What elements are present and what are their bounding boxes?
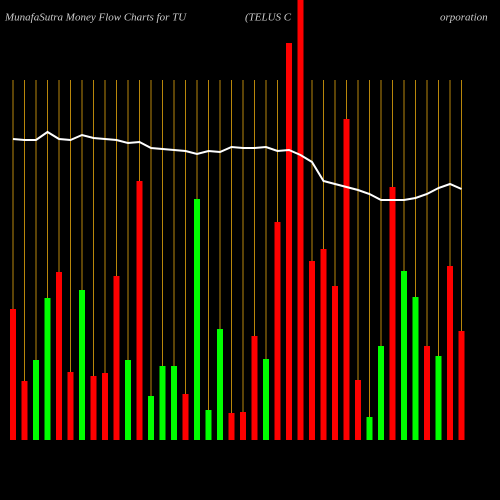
bar <box>171 366 177 440</box>
bar <box>44 298 51 440</box>
bar <box>412 297 419 440</box>
bar <box>33 360 39 440</box>
bar <box>182 394 189 440</box>
bar <box>332 286 338 440</box>
bar <box>125 360 131 440</box>
bar <box>113 276 120 440</box>
bar <box>378 346 384 440</box>
bar <box>343 119 350 440</box>
bar <box>297 0 304 440</box>
chart-title: MunafaSutra Money Flow Charts for TU <box>4 12 187 24</box>
bar <box>389 187 396 440</box>
bar <box>355 380 361 440</box>
bar <box>274 222 281 440</box>
bar <box>458 331 465 440</box>
bar <box>148 396 154 440</box>
bar <box>21 381 28 440</box>
bar <box>67 372 74 440</box>
bar <box>286 43 292 440</box>
bar <box>56 272 62 440</box>
bar <box>159 366 166 440</box>
bar <box>228 413 235 440</box>
bar <box>240 412 246 440</box>
bar <box>205 410 212 440</box>
bar <box>401 271 407 440</box>
bar <box>309 261 315 440</box>
company-name: (TELUS C <box>245 12 292 24</box>
bar <box>79 290 85 440</box>
bar <box>10 309 16 440</box>
bar <box>194 199 200 440</box>
flow-line <box>12 130 462 201</box>
bar <box>424 346 430 440</box>
bar <box>320 249 327 440</box>
company-name: orporation <box>440 12 488 24</box>
bar <box>90 376 97 440</box>
bar <box>435 356 442 440</box>
bar <box>263 359 269 440</box>
bar <box>251 336 258 440</box>
bar <box>136 181 143 440</box>
bar <box>102 373 108 440</box>
bar <box>217 329 223 440</box>
bar <box>447 266 453 440</box>
bar <box>366 417 373 440</box>
